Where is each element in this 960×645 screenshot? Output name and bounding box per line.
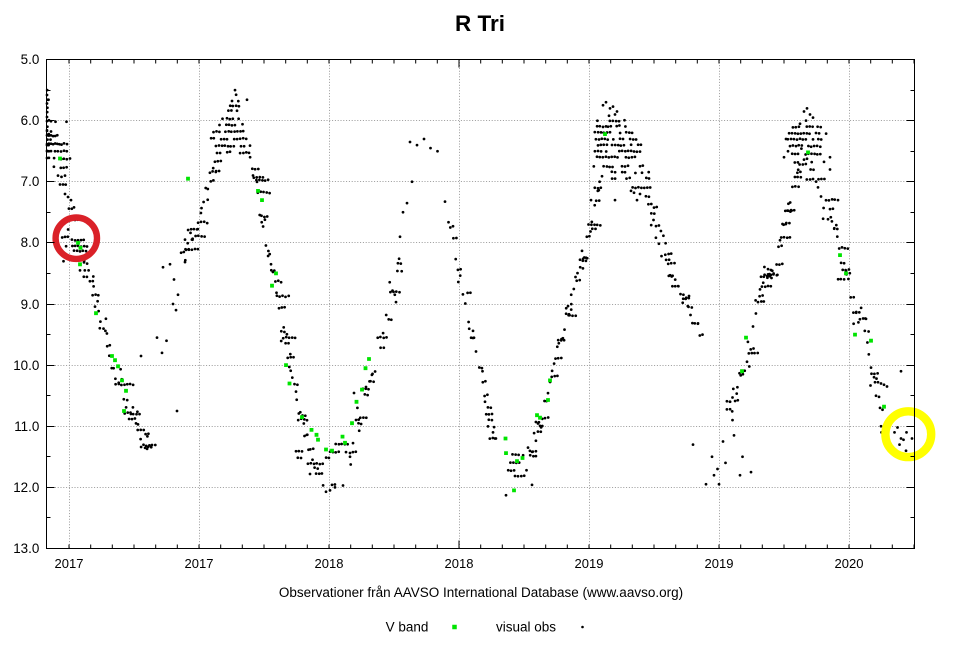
svg-text:6.0: 6.0 — [21, 113, 40, 128]
svg-text:2017: 2017 — [55, 556, 84, 571]
svg-text:8.0: 8.0 — [21, 235, 40, 250]
svg-text:R Tri: R Tri — [455, 11, 505, 36]
svg-text:Observationer från AAVSO Inter: Observationer från AAVSO International D… — [279, 585, 683, 600]
svg-text:2019: 2019 — [705, 556, 734, 571]
svg-text:visual obs: visual obs — [496, 620, 556, 635]
svg-text:7.0: 7.0 — [21, 174, 40, 189]
svg-text:2019: 2019 — [575, 556, 604, 571]
svg-text:5.0: 5.0 — [21, 52, 40, 67]
svg-text:2018: 2018 — [445, 556, 474, 571]
svg-text:11.0: 11.0 — [14, 419, 39, 434]
svg-text:2017: 2017 — [185, 556, 214, 571]
svg-text:12.0: 12.0 — [13, 480, 39, 495]
svg-text:10.0: 10.0 — [13, 358, 39, 373]
svg-text:9.0: 9.0 — [21, 297, 40, 312]
svg-text:13.0: 13.0 — [13, 541, 39, 556]
svg-text:V band: V band — [386, 620, 429, 635]
svg-text:2018: 2018 — [315, 556, 344, 571]
svg-text:2020: 2020 — [835, 556, 864, 571]
